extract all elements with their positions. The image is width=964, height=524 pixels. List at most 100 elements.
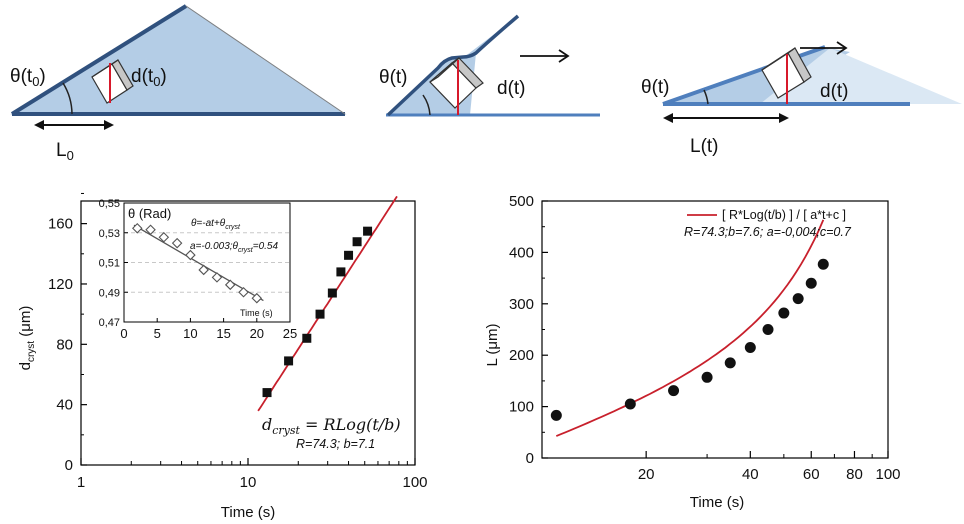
data-point-left [302,333,312,343]
y-tick-label-left: 80 [56,336,73,353]
theta-label-3: θ(t) [641,77,670,98]
y-ticks-right: 0 100 200 300 400 500 [509,193,548,467]
y-tick-label-left: 40 [56,397,73,414]
y-tick-label-right: 400 [509,244,534,261]
x-tick-label-left: 1 [77,474,85,491]
x-axis-title-inset: Time (s) [240,308,273,318]
data-point-inset [132,223,143,234]
x-tick-label-inset: 20 [250,326,264,341]
x-tick-label-inset: 15 [216,326,230,341]
data-point-right [792,293,804,305]
legend-label-right: [ R*Log(t/b) ] / [ a*t+c ] [722,208,846,222]
data-point-inset [211,272,223,283]
x-axis-title-right: Time (s) [690,494,744,511]
log-fit-line-left [257,195,398,412]
L-label-1: L0 [56,140,74,163]
y-tick-label-inset: 0,47 [99,317,120,329]
data-point-right [550,409,562,421]
d-label-1: d(t0) [131,66,167,89]
length-arrow-3 [663,113,789,123]
data-point-left [363,226,373,236]
data-points-inset [132,223,263,304]
d-label-3: d(t) [820,81,849,102]
data-point-left [284,356,294,366]
theta-label-2: θ(t) [379,67,408,88]
x-ticks-left: 1 10 100 [77,458,428,491]
data-point-left [262,388,272,398]
y-tick-label-left: 120 [48,276,73,293]
data-point-left [344,250,354,260]
chart-L-vs-time: 0 100 200 300 400 500 20 40 60 80 100 Time (s) L … [484,193,901,511]
crystal-1 [91,59,134,104]
theta-label-1: θ(t0) [10,66,46,89]
data-point-inset [238,286,249,298]
data-point-inset [251,292,263,304]
legend-params-right: R=74.3;b=7.6; a=-0,004;c=0.7 [684,225,852,239]
y-tick-label-right: 300 [509,296,534,313]
y-tick-label-inset: 0,51 [99,258,120,270]
y-ticks-inset: 0,47 0,49 0,51 0,53 0,55 [99,198,128,329]
data-point-right [762,324,774,335]
x-tick-label-inset: 0 [120,326,127,341]
length-arrow-1 [34,120,114,130]
data-point-left [327,288,337,298]
linear-fit-line-inset [133,224,264,302]
droplet-wedge-1 [10,5,347,115]
angle-arc-3 [703,89,709,105]
y-tick-label-inset: 0,49 [99,287,120,299]
data-points-left [262,226,373,398]
ratio-fit-line-right [555,219,825,437]
y-axis-title-left: dcryst (μm) [17,306,37,371]
x-tick-label-right: 80 [846,466,863,483]
x-axis-title-left: Time (s) [221,504,275,521]
diagram-retraction: θ(t) d(t) L(t) [641,41,962,157]
y-tick-label-inset: 0,55 [99,198,120,210]
angle-arc-1 [62,82,73,115]
data-point-right [624,398,636,410]
data-points-right [550,258,829,421]
y-tick-label-right: 500 [509,193,534,210]
data-point-inset [224,279,236,291]
x-tick-label-right: 100 [875,466,900,483]
data-point-right [744,341,756,353]
x-ticks-inset: 0 5 10 15 20 25 [120,318,297,341]
x-tick-label-left: 100 [402,474,427,491]
fit-params-inset: a=-0.003;θcryst=0.54 [190,241,278,254]
data-point-right [778,307,790,319]
diagram-depinning: θ(t) d(t) [379,14,600,117]
data-point-right [701,371,713,383]
y-tick-label-right: 100 [509,399,534,416]
legend-right: [ R*Log(t/b) ] / [ a*t+c ] R=74.3;b=7.6;… [684,208,852,239]
interface-line-2 [386,14,520,117]
x-tick-label-left: 10 [240,474,257,491]
data-point-inset [198,264,209,276]
interface-line-1 [10,4,188,116]
y-tick-label-left: 0 [65,457,73,474]
x-tick-label-right: 40 [742,466,759,483]
L-label-3: L(t) [690,136,719,157]
data-point-inset [145,224,156,236]
y-tick-label-right: 200 [509,347,534,364]
fit-formula-inset: θ=-at+θcryst [191,218,241,231]
x-tick-label-inset: 25 [283,326,297,341]
droplet-fade-3 [760,48,962,104]
y-tick-label-inset: 0,53 [99,228,120,240]
data-point-inset [185,249,196,261]
crystal-3 [761,47,812,104]
plot-frame-inset [123,202,291,323]
x-tick-label-inset: 5 [154,326,161,341]
data-point-left [336,267,346,277]
crystal-2 [429,57,484,115]
data-point-inset [171,237,183,249]
fit-params-left: R=74.3; b=7.1 [296,437,375,451]
y-axis-title-inset: θ (Rad) [128,206,171,221]
diagram-initial: θ(t0) d(t0) L0 [10,4,347,163]
y-axis-title-right: L (μm) [484,323,501,366]
fit-equation-left: dcryst = RLog(t/b) [262,415,401,437]
data-point-left [352,237,362,247]
y-tick-label-right: 0 [526,450,534,467]
data-point-left [315,309,325,319]
data-point-right [668,385,680,397]
x-tick-label-right: 20 [638,466,655,483]
y-ticks-left: 0 40 80 120 160 [48,192,87,474]
